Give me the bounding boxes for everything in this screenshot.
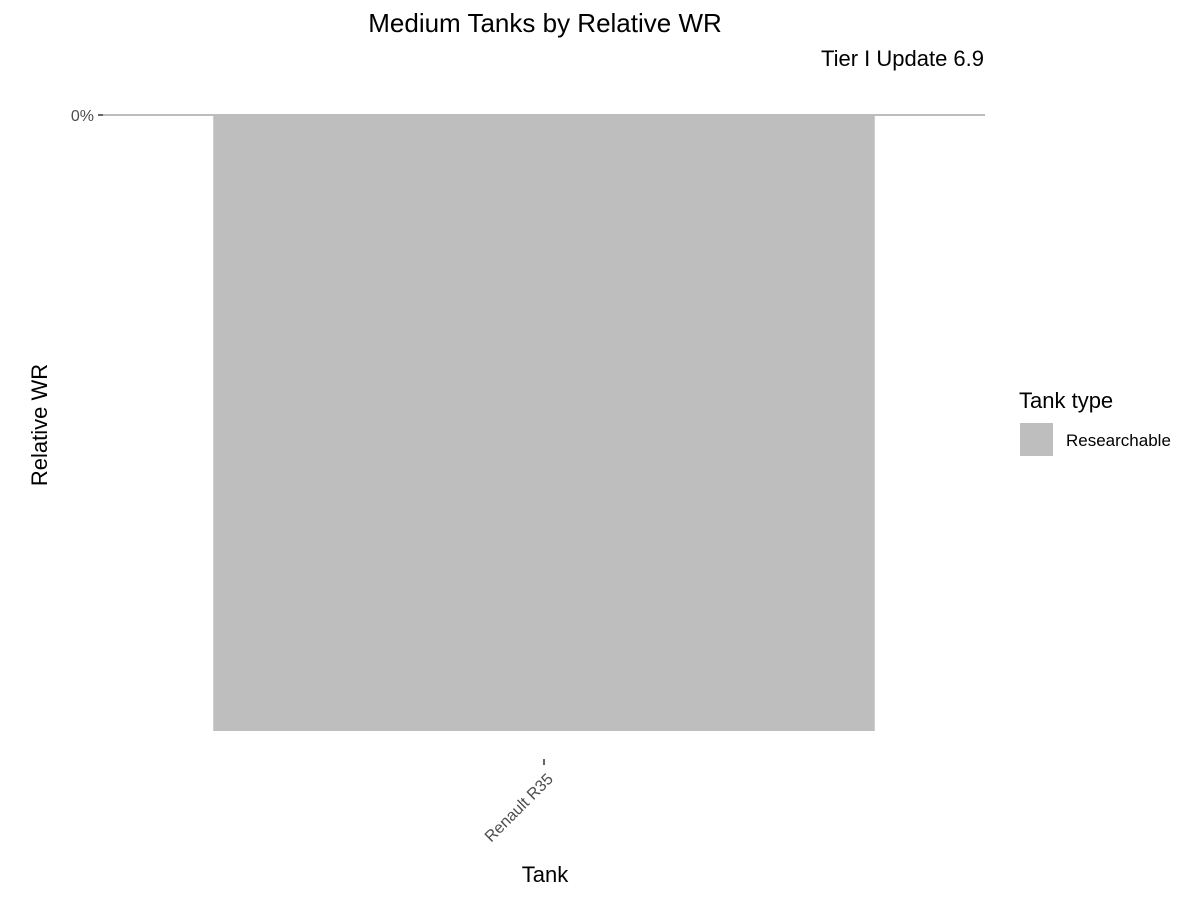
x-tick-label: Renault R35	[482, 771, 557, 846]
legend-title: Tank type	[1019, 388, 1114, 413]
chart-title: Medium Tanks by Relative WR	[368, 8, 722, 38]
bar-renault-r35	[213, 115, 875, 731]
legend-label-researchable: Researchable	[1066, 431, 1171, 450]
x-axis-label: Tank	[521, 862, 569, 887]
y-tick-label: 0%	[71, 108, 94, 125]
legend-key-researchable	[1020, 423, 1053, 456]
chart-subtitle: Tier I Update 6.9	[820, 46, 984, 71]
